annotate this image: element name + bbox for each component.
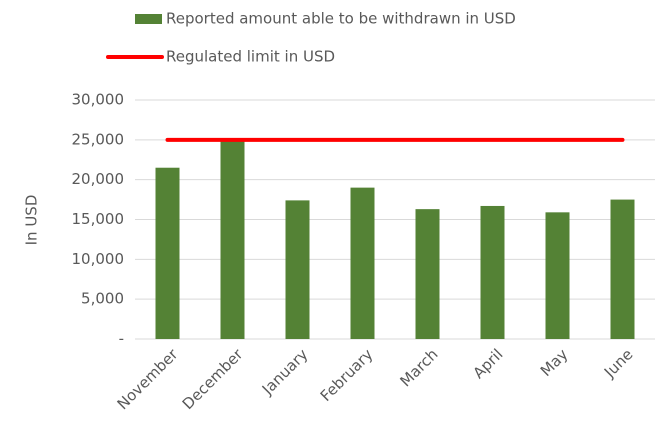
y-tick-label: - bbox=[119, 330, 124, 348]
x-tick-label: November bbox=[114, 345, 182, 413]
bar bbox=[220, 139, 245, 339]
bar bbox=[350, 187, 375, 339]
legend-swatch bbox=[135, 14, 162, 24]
y-tick-label: 15,000 bbox=[72, 210, 125, 228]
bar bbox=[285, 200, 310, 339]
legend-label: Regulated limit in USD bbox=[166, 48, 335, 66]
bar bbox=[415, 209, 440, 339]
bar bbox=[155, 167, 180, 339]
bar bbox=[545, 212, 570, 339]
y-tick-label: 25,000 bbox=[72, 130, 125, 148]
y-tick-label: 20,000 bbox=[72, 170, 125, 188]
bar bbox=[610, 199, 635, 339]
x-tick-label: June bbox=[600, 345, 637, 382]
y-axis-label: In USD bbox=[23, 195, 41, 246]
y-tick-label: 10,000 bbox=[72, 250, 125, 268]
x-tick-label: February bbox=[317, 345, 377, 405]
y-tick-label: 5,000 bbox=[81, 290, 124, 308]
x-tick-label: April bbox=[470, 345, 507, 382]
y-tick-label: 30,000 bbox=[72, 91, 125, 109]
bar bbox=[480, 205, 505, 339]
legend-label: Reported amount able to be withdrawn in … bbox=[166, 10, 516, 28]
x-tick-label: January bbox=[258, 345, 312, 399]
x-tick-label: March bbox=[396, 345, 441, 390]
x-tick-label: December bbox=[179, 345, 247, 413]
x-tick-label: May bbox=[537, 345, 572, 380]
